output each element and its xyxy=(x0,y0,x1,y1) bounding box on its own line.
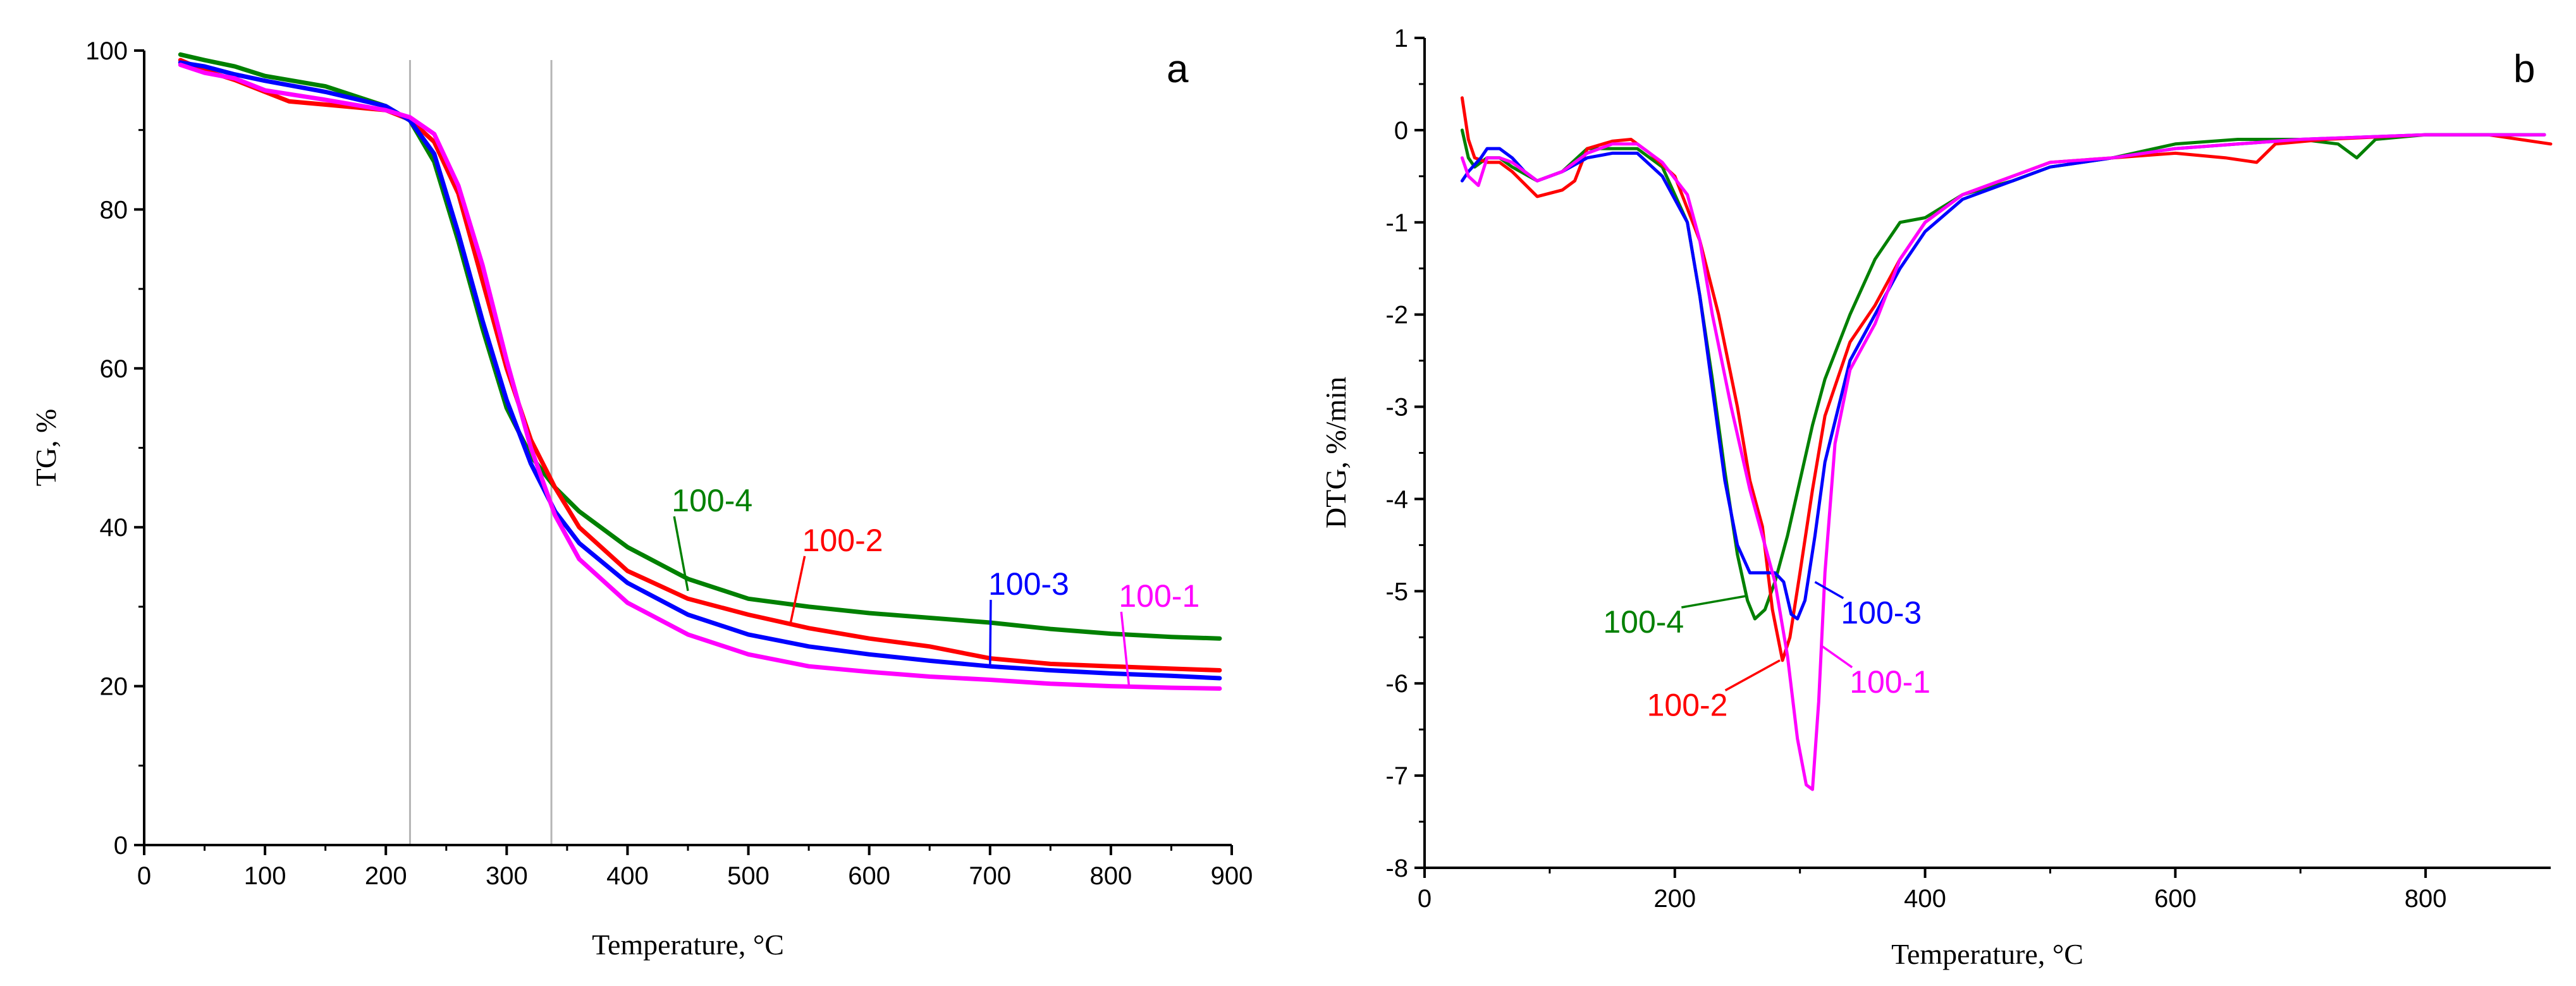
a-x-tick-label: 500 xyxy=(727,862,770,890)
b-y-tick-label: -3 xyxy=(1385,394,1408,422)
b-series-line-100-4 xyxy=(1460,128,2546,621)
panel-a-annotations: 100-4 100-2 100-3 100-1 xyxy=(672,483,1199,686)
a-leader-line-100-1 xyxy=(1120,611,1131,686)
b-leader-line-100-3 xyxy=(1814,581,1844,599)
a-series-line-100-2 xyxy=(178,58,1222,673)
b-x-tick-label: 600 xyxy=(2154,885,2197,913)
b-x-tick-label: 400 xyxy=(1904,885,1946,913)
a-series-label-100-4: 100-4 xyxy=(672,483,752,518)
panel-a-x-axis-title: Temperature, °C xyxy=(592,928,784,961)
a-y-tick-label: 100 xyxy=(85,37,128,65)
b-series-label-100-4: 100-4 xyxy=(1603,604,1684,640)
a-y-tick-label: 60 xyxy=(100,355,128,383)
a-y-tick-label: 80 xyxy=(100,196,128,224)
b-series-label-100-1: 100-1 xyxy=(1849,664,1930,700)
a-x-tick-label: 400 xyxy=(606,862,649,890)
a-x-tick-label: 200 xyxy=(365,862,407,890)
b-series-label-100-2: 100-2 xyxy=(1647,687,1728,722)
a-series-line-100-1 xyxy=(178,63,1222,691)
panel-b-y-axis-title: DTG, %/min xyxy=(1320,377,1352,528)
panel-b-x-axis-title: Temperature, °C xyxy=(1891,938,2083,970)
panel-b-annotations: 100-4 100-2 100-3 100-1 xyxy=(1603,581,1930,722)
b-x-tick-label: 0 xyxy=(1418,885,1432,913)
panel-b-series-group xyxy=(1460,96,2553,791)
b-leader-line-100-2 xyxy=(1724,659,1781,691)
a-y-tick-label: 20 xyxy=(100,673,128,701)
b-series-line-100-3 xyxy=(1460,133,2546,621)
panel-a-tg-chart: 0 100 200 300 400 500 600 700 800 900 0 20 40 60 80 100… xyxy=(30,37,1253,961)
b-leader-line-100-1 xyxy=(1822,645,1853,669)
b-y-tick-label: 0 xyxy=(1394,117,1408,145)
b-x-tick-label: 200 xyxy=(1653,885,1696,913)
panel-b-dtg-chart: 0 200 400 600 800-8-7-6-5-4-3-2-101 100-4100… xyxy=(1320,25,2553,970)
a-x-tick-label: 800 xyxy=(1090,862,1132,890)
a-y-tick-label: 40 xyxy=(100,514,128,542)
b-y-tick-label: -4 xyxy=(1385,485,1408,513)
a-x-tick-label: 600 xyxy=(848,862,890,890)
b-y-tick-label: -5 xyxy=(1385,578,1408,606)
panel-b-letter: b xyxy=(2513,47,2535,91)
a-leader-line-100-3 xyxy=(989,600,992,668)
b-series-label-100-3: 100-3 xyxy=(1841,595,1922,630)
b-series-line-100-2 xyxy=(1460,96,2553,662)
panel-a-y-axis-title: TG, % xyxy=(30,409,62,487)
a-series-label-100-3: 100-3 xyxy=(988,566,1069,602)
panel-b-axes: 0 200 400 600 800 -8 -7 -6 -5 -4 -3 -2 -1 0 1 xyxy=(1385,25,2551,913)
b-y-tick-label: -8 xyxy=(1385,855,1408,882)
a-leader-line-100-4 xyxy=(673,516,689,592)
a-series-label-100-2: 100-2 xyxy=(802,523,883,558)
a-x-tick-label: 900 xyxy=(1211,862,1253,890)
panel-a-reference-lines xyxy=(408,60,553,845)
b-y-tick-label: 1 xyxy=(1394,25,1408,52)
a-series-label-100-1: 100-1 xyxy=(1119,578,1199,614)
panel-a-letter: a xyxy=(1167,47,1189,91)
a-x-tick-label: 300 xyxy=(486,862,528,890)
panel-a-axes: 0 100 200 300 400 500 600 700 800 900 0 20 40 60 80 100 xyxy=(85,37,1253,890)
a-leader-line-100-2 xyxy=(789,556,806,623)
b-y-tick-label: -2 xyxy=(1385,301,1408,329)
a-x-tick-label: 100 xyxy=(244,862,286,890)
b-x-tick-label: 800 xyxy=(2405,885,2447,913)
b-y-tick-label: -7 xyxy=(1385,762,1408,790)
a-x-tick-label: 700 xyxy=(969,862,1011,890)
b-y-tick-label: -1 xyxy=(1385,209,1408,237)
b-series-line-100-1 xyxy=(1460,133,2546,791)
a-series-line-100-4 xyxy=(178,52,1222,641)
b-y-tick-label: -6 xyxy=(1385,670,1408,698)
b-leader-line-100-4 xyxy=(1681,594,1748,609)
a-y-tick-label: 0 xyxy=(114,832,128,860)
a-x-tick-label: 0 xyxy=(137,862,151,890)
